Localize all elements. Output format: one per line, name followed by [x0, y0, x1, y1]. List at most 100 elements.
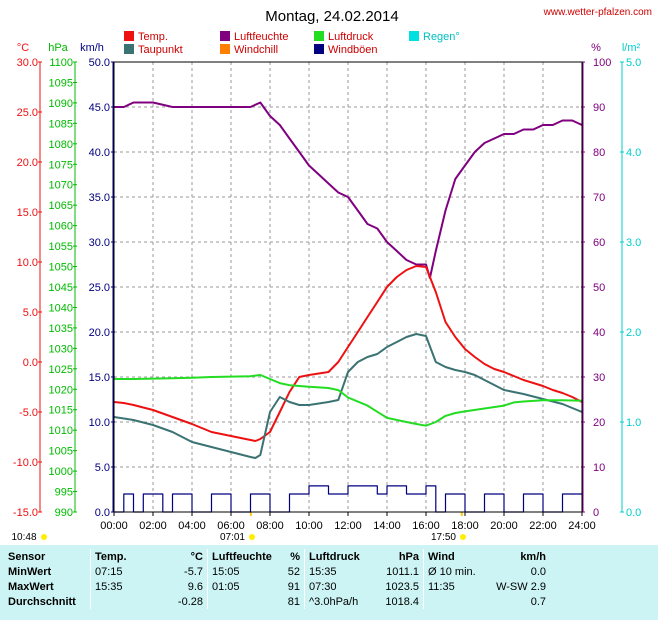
legend-item: Windchill [220, 44, 278, 56]
series-line-luftdruck [114, 374, 583, 427]
rain-tick-label: 2.0 [626, 327, 641, 339]
pressure-tick-label: 1065 [49, 200, 73, 212]
x-tick-label: 06:00 [217, 520, 245, 532]
legend-label: Windchill [234, 44, 279, 56]
sunset-icon [460, 534, 466, 540]
pressure-tick-label: 990 [55, 507, 73, 519]
wind-tick-label: 45.0 [89, 102, 110, 114]
pressure-tick-label: 1010 [49, 425, 73, 437]
legend-item: Temp. [124, 31, 168, 43]
sunrise-label: 07:01 [220, 532, 245, 543]
stats-header-row: Sensor Temp. °C Luftfeuchte % Luftdruck … [4, 549, 550, 564]
pressure-tick-label: 1060 [49, 221, 73, 233]
wind-tick-label: 30.0 [89, 237, 110, 249]
temp-value: -5.7 [184, 565, 203, 578]
temp-value: 9.6 [187, 580, 203, 593]
hdr-hum-unit: % [290, 550, 300, 563]
wind-value: W-SW 2.9 [496, 580, 546, 593]
legend-label: Taupunkt [138, 44, 183, 56]
pressure-tick-label: 1070 [49, 180, 73, 192]
wind-time: 11:35 [423, 579, 490, 594]
temp-time: 07:15 [90, 564, 149, 579]
wind-unit: km/h [80, 42, 104, 54]
wind-tick-label: 5.0 [95, 462, 110, 474]
stats-row: Durchschnitt -0.28 81 ^3.0hPa/h 1018.4 0… [4, 594, 550, 609]
temp-tick-label: -10.0 [13, 457, 38, 469]
humidity-tick-label: 30 [593, 372, 605, 384]
hum-time: 15:05 [207, 564, 276, 579]
rain-tick-label: 0.0 [626, 507, 641, 519]
pressure-tick-label: 1040 [49, 302, 73, 314]
hum-value: 81 [287, 595, 300, 608]
humidity-tick-label: 80 [593, 147, 605, 159]
rain-tick-label: 4.0 [626, 147, 641, 159]
humidity-tick-label: 100 [593, 57, 611, 69]
pressure-tick-label: 1055 [49, 241, 73, 253]
x-tick-label: 20:00 [490, 520, 518, 532]
row-label: MaxWert [8, 580, 54, 593]
y-axes: 30.0 25.0 20.0 15.0 10.0 5.0 0.0 -5.0 -10.0 -15.0… [13, 57, 641, 519]
pressure-tick-label: 1080 [49, 139, 73, 151]
pressure-tick-label: 1000 [49, 466, 73, 478]
hum-value: 91 [287, 580, 300, 593]
pressure-tick-label: 1095 [49, 77, 73, 89]
time-label-left: 10:48 [11, 532, 36, 543]
x-tick-label: 00:00 [100, 520, 128, 532]
humidity-unit: % [591, 42, 601, 54]
humidity-tick-label: 10 [593, 462, 605, 474]
row-label: Durchschnitt [8, 595, 76, 608]
press-time: ^3.0hPa/h [304, 594, 373, 609]
legend-label: Regen° [423, 31, 460, 43]
source-link[interactable]: www.wetter-pfalzen.com [543, 7, 652, 18]
legend-item: Luftdruck [314, 31, 373, 43]
hdr-wind-unit: km/h [520, 550, 546, 563]
series-line-temp [113, 265, 583, 442]
weather-chart: Montag, 24.02.2014 www.wetter-pfalzen.co… [11, 7, 652, 543]
legend-label: Luftfeuchte [234, 31, 289, 43]
pressure-tick-label: 1035 [49, 323, 73, 335]
legend-label: Luftdruck [328, 31, 374, 43]
x-tick-label: 12:00 [334, 520, 362, 532]
legend-swatch [314, 31, 324, 41]
legend-item: Windböen [314, 44, 378, 56]
wind-tick-label: 15.0 [89, 372, 110, 384]
x-tick-label: 04:00 [178, 520, 206, 532]
x-tick-label: 16:00 [412, 520, 440, 532]
temp-tick-label: 20.0 [17, 157, 38, 169]
rain-tick-label: 3.0 [626, 237, 641, 249]
wind-tick-label: 20.0 [89, 327, 110, 339]
humidity-tick-label: 40 [593, 327, 605, 339]
press-time: 07:30 [304, 579, 373, 594]
sunset-label: 17:50 [431, 532, 456, 543]
humidity-tick-label: 0 [593, 507, 599, 519]
legend-swatch [409, 31, 419, 41]
hum-time [207, 594, 276, 609]
hdr-temp-unit: °C [190, 550, 203, 563]
row-label: MinWert [8, 565, 52, 578]
legend-swatch [220, 31, 230, 41]
wind-time: Ø 10 min. [423, 564, 490, 579]
temp-tick-label: 25.0 [17, 107, 38, 119]
pressure-tick-label: 1100 [49, 57, 73, 69]
legend-swatch [124, 31, 134, 41]
temp-tick-label: 0.0 [23, 357, 38, 369]
rain-tick-label: 1.0 [626, 417, 641, 429]
pressure-tick-label: 1005 [49, 446, 73, 458]
temp-tick-label: 15.0 [17, 207, 38, 219]
pressure-unit: hPa [48, 42, 68, 54]
pressure-tick-label: 1050 [49, 262, 73, 274]
pressure-tick-label: 1015 [49, 405, 73, 417]
pressure-tick-label: 1045 [49, 282, 73, 294]
x-tick-label: 22:00 [529, 520, 557, 532]
hdr-wind: Wind [423, 549, 490, 564]
x-tick-label: 24:00 [568, 520, 596, 532]
pressure-tick-label: 995 [55, 487, 73, 499]
wind-tick-label: 25.0 [89, 282, 110, 294]
temp-value: -0.28 [177, 595, 203, 608]
pressure-tick-label: 1025 [49, 364, 73, 376]
wind-tick-label: 50.0 [89, 57, 110, 69]
legend-item: Luftfeuchte [220, 31, 288, 43]
x-tick-label: 14:00 [373, 520, 401, 532]
x-axis: 00:00 02:00 04:00 06:00 08:00 10:00 12:00 14:00… [100, 512, 596, 532]
legend-item: Regen° [409, 31, 460, 43]
